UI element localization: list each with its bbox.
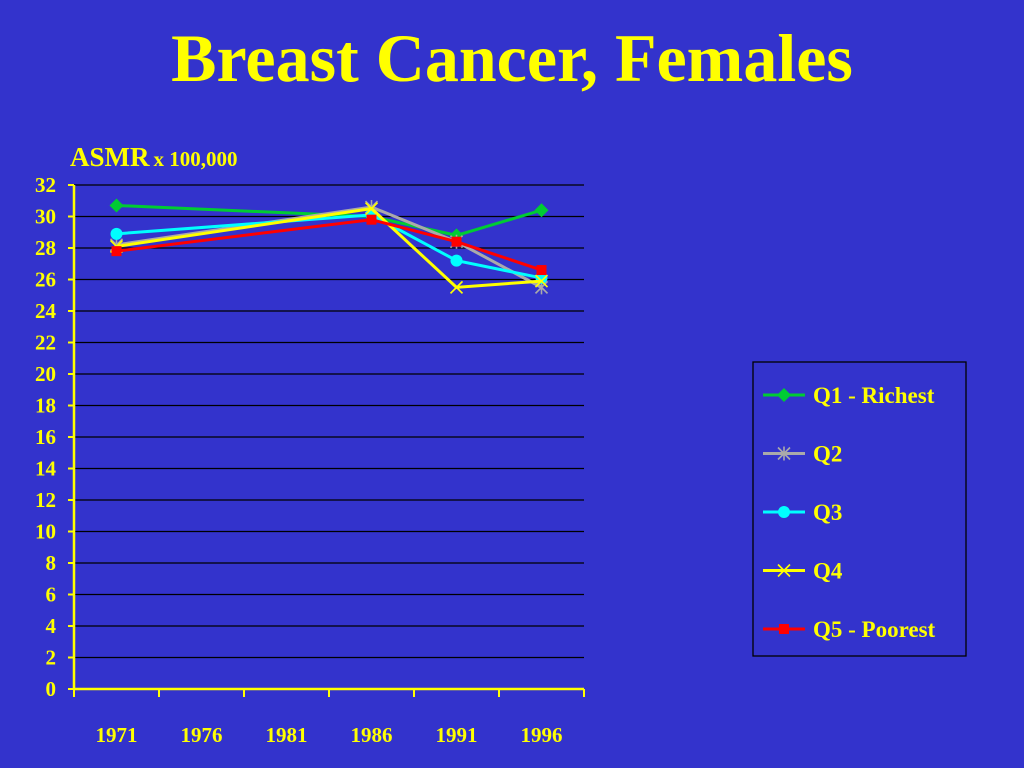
y-tick-label: 22 [35,331,56,355]
series-line [116,213,542,280]
y-tick-label: 20 [35,362,56,386]
data-point [450,254,463,267]
legend-marker [778,506,790,518]
y-tick-label: 8 [46,551,57,575]
data-point [109,198,124,213]
legend-item: Q1 - Richest [763,383,935,408]
slide-title: Breast Cancer, Females [171,20,853,96]
y-tick-label: 14 [35,457,57,481]
x-tick-label: 1971 [96,723,138,747]
data-point [366,214,377,225]
data-point [536,265,547,276]
series-4 [109,202,549,294]
legend-marker [777,446,791,461]
data-point [534,274,549,288]
series-line [116,205,543,289]
x-tick-label: 1986 [351,723,393,747]
x-tick-label: 1981 [266,723,308,747]
legend: Q1 - Richest Q2 Q3 Q4 Q5 - Poorest [752,361,967,657]
series-line [116,203,542,237]
y-axis-label: ASMR x 100,000 [70,142,238,173]
y-tick-label: 30 [35,205,56,229]
y-tick-label: 0 [46,677,57,701]
series-3 [110,208,548,284]
y-tick-label: 18 [35,394,56,418]
y-axis-label-unit: x 100,000 [153,147,238,171]
series-line [116,207,542,289]
series-line [116,218,542,272]
y-tick-label: 32 [35,173,56,197]
y-tick-label: 2 [46,646,57,670]
data-point [451,236,462,247]
legend-marker [779,624,789,634]
x-tick-label: 1996 [521,723,563,747]
y-tick-label: 6 [46,583,57,607]
series-5 [111,214,547,276]
y-axis-label-main: ASMR [70,142,150,172]
legend-marker [777,563,791,578]
legend-label: Q5 - Poorest [813,617,936,642]
x-tick-label: 1991 [436,723,478,747]
legend-item: Q5 - Poorest [763,617,936,642]
legend-label: Q1 - Richest [813,383,935,408]
y-tick-label: 28 [35,236,56,260]
y-tick-label: 16 [35,425,56,449]
legend-label: Q4 [813,559,843,584]
data-point [110,227,123,240]
y-tick-label: 24 [35,299,57,323]
data-point [364,202,379,216]
data-point [111,246,122,257]
y-tick-label: 12 [35,488,56,512]
data-point [449,280,464,294]
legend-label: Q3 [813,500,842,525]
x-tick-label: 1976 [181,723,223,747]
legend-label: Q2 [813,442,842,467]
y-tick-label: 4 [46,614,57,638]
legend-box [752,361,967,657]
legend-marker [777,388,791,402]
y-tick-label: 26 [35,268,56,292]
legend-item: Q2 [763,442,842,467]
y-tick-label: 10 [35,520,56,544]
legend-item: Q4 [763,559,843,584]
legend-item: Q3 [763,500,842,525]
data-point [534,203,549,218]
